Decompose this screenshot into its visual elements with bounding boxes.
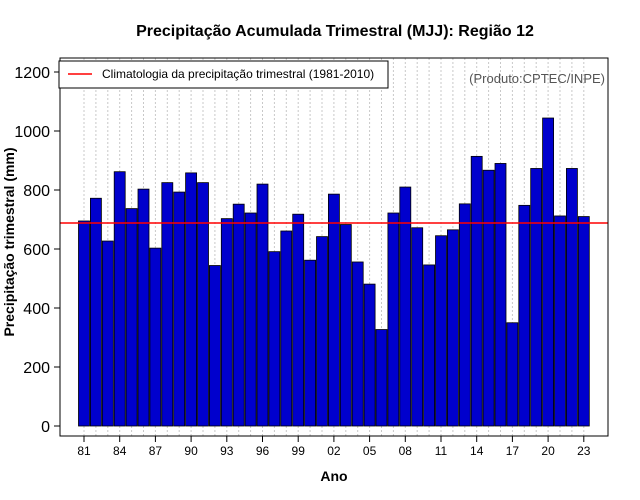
bar-1987 bbox=[149, 247, 162, 427]
bar-2022 bbox=[566, 168, 578, 427]
bar-1984 bbox=[113, 171, 126, 427]
x-tick-label: 08 bbox=[399, 444, 413, 458]
bar-2021 bbox=[554, 215, 566, 427]
x-tick-label: 87 bbox=[149, 444, 163, 458]
y-tick-label: 200 bbox=[23, 360, 50, 377]
bar-2008 bbox=[399, 186, 412, 427]
bar-2011 bbox=[435, 235, 447, 427]
bar-2010 bbox=[423, 264, 436, 427]
x-tick-label: 14 bbox=[470, 444, 484, 458]
bar-1995 bbox=[244, 212, 257, 427]
x-tick-label: 20 bbox=[541, 444, 555, 458]
bar-1986 bbox=[137, 188, 150, 427]
bar-1999 bbox=[292, 213, 305, 427]
bar-2016 bbox=[494, 163, 507, 427]
bar-2009 bbox=[411, 227, 424, 427]
bar-1997 bbox=[268, 251, 281, 427]
bar-1998 bbox=[280, 230, 293, 427]
bar-2020 bbox=[542, 117, 554, 427]
bar-1988 bbox=[161, 182, 174, 427]
y-tick-label: 400 bbox=[23, 301, 50, 318]
bar-2023 bbox=[577, 216, 590, 427]
bar-1982 bbox=[90, 197, 102, 427]
bar-2019 bbox=[530, 168, 543, 427]
x-tick-label: 02 bbox=[327, 444, 341, 458]
bar-2006 bbox=[375, 329, 388, 427]
bar-2014 bbox=[470, 155, 483, 427]
bar-1989 bbox=[173, 191, 186, 427]
x-axis-label: Ano bbox=[320, 468, 347, 484]
y-tick-label: 600 bbox=[23, 242, 50, 259]
chart-title: Precipitação Acumulada Trimestral (MJJ):… bbox=[136, 23, 534, 40]
x-tick-label: 93 bbox=[220, 444, 234, 458]
bar-1996 bbox=[256, 183, 269, 427]
bar-2000 bbox=[304, 259, 317, 427]
x-tick-label: 90 bbox=[184, 444, 198, 458]
x-tick-label: 84 bbox=[113, 444, 127, 458]
x-tick-label: 81 bbox=[77, 444, 91, 458]
x-tick-label: 05 bbox=[363, 444, 377, 458]
y-tick-label: 0 bbox=[41, 419, 50, 436]
bar-1992 bbox=[208, 265, 221, 427]
x-tick-label: 23 bbox=[577, 444, 591, 458]
credit-text: (Produto:CPTEC/INPE) bbox=[469, 71, 605, 86]
x-tick-label: 11 bbox=[435, 444, 448, 458]
bar-1985 bbox=[125, 208, 138, 427]
legend-label: Climatologia da precipitação trimestral … bbox=[102, 67, 374, 81]
bar-2017 bbox=[506, 322, 519, 427]
bar-1993 bbox=[220, 218, 233, 427]
legend: Climatologia da precipitação trimestral … bbox=[58, 60, 389, 89]
bar-1991 bbox=[197, 182, 209, 427]
bar-2005 bbox=[363, 283, 376, 427]
bar-2015 bbox=[482, 169, 495, 427]
bar-1990 bbox=[185, 172, 198, 427]
bar-1983 bbox=[101, 240, 114, 427]
x-axis: 81 84 87 90 93 96 99 02 05 08 11 14 17 20 23 bbox=[77, 436, 591, 458]
bar-2003 bbox=[339, 224, 352, 427]
x-tick-label: 99 bbox=[292, 444, 306, 458]
x-tick-label: 17 bbox=[506, 444, 520, 458]
legend-box bbox=[58, 60, 389, 89]
bar-2007 bbox=[387, 212, 400, 427]
bar-1981 bbox=[78, 220, 90, 427]
y-axis-label: Precipitação trimestral (mm) bbox=[1, 147, 17, 336]
bar-series bbox=[78, 117, 590, 427]
bar-2018 bbox=[518, 204, 531, 427]
x-tick-label: 96 bbox=[256, 444, 270, 458]
bar-1994 bbox=[232, 203, 245, 427]
y-axis: 0 200 400 600 800 1000 1200 bbox=[14, 65, 60, 436]
y-tick-label: 800 bbox=[23, 183, 50, 200]
bar-2001 bbox=[316, 236, 328, 427]
y-tick-label: 1000 bbox=[14, 124, 50, 141]
bar-2012 bbox=[446, 229, 459, 427]
y-tick-label: 1200 bbox=[14, 65, 50, 82]
bar-2013 bbox=[458, 203, 471, 427]
bar-2004 bbox=[351, 261, 364, 427]
bar-2002 bbox=[327, 193, 340, 427]
